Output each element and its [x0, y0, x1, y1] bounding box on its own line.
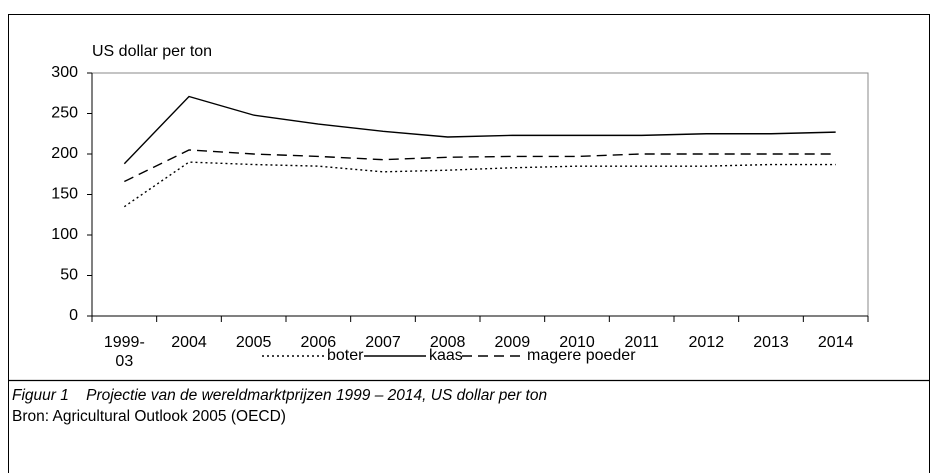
plot-area [91, 72, 869, 317]
x-tick-label: 2008 [429, 334, 466, 351]
legend-label: magere poeder [527, 347, 636, 364]
legend-label: boter [327, 347, 364, 364]
line-series [123, 95, 836, 165]
source: Bron: Agricultural Outlook 2005 (OECD) [12, 408, 286, 425]
frame [8, 14, 930, 473]
x-tick-label: 2005 [235, 334, 272, 351]
x-tick-label: 2011 [624, 334, 659, 351]
line-series [124, 149, 836, 183]
caption-text: Projectie van de wereldmarktprijzen 1999… [86, 387, 548, 404]
y-tick-label: 0 [69, 307, 78, 324]
x-tick-label: 2004 [171, 334, 207, 351]
x-tick-label: 2014 [817, 334, 854, 351]
x-tick-label: 2012 [688, 334, 725, 351]
figure-label: Figuur 1 [12, 387, 69, 404]
caption: Figuur 1 Projectie van de wereldmarktpri… [12, 387, 547, 405]
legend-label: kaas [429, 347, 463, 364]
y-tick-label: 50 [60, 267, 78, 284]
x-tick-label: 2007 [365, 334, 401, 351]
y-tick-label: 150 [51, 186, 78, 203]
x-tick-label: 2013 [753, 334, 789, 351]
y-tick-label: 200 [51, 145, 78, 162]
y-tick-label: 100 [51, 226, 78, 243]
y-axis-label: US dollar per ton [92, 43, 212, 60]
x-tick-label: 2009 [494, 334, 531, 351]
x-tick-label: 1999-03 [103, 334, 145, 370]
y-tick-label: 250 [51, 105, 78, 122]
line-series [123, 161, 836, 208]
x-tick-label: 2006 [300, 334, 337, 351]
x-tick-label: 2010 [559, 334, 595, 351]
y-tick-label: 300 [51, 64, 78, 81]
